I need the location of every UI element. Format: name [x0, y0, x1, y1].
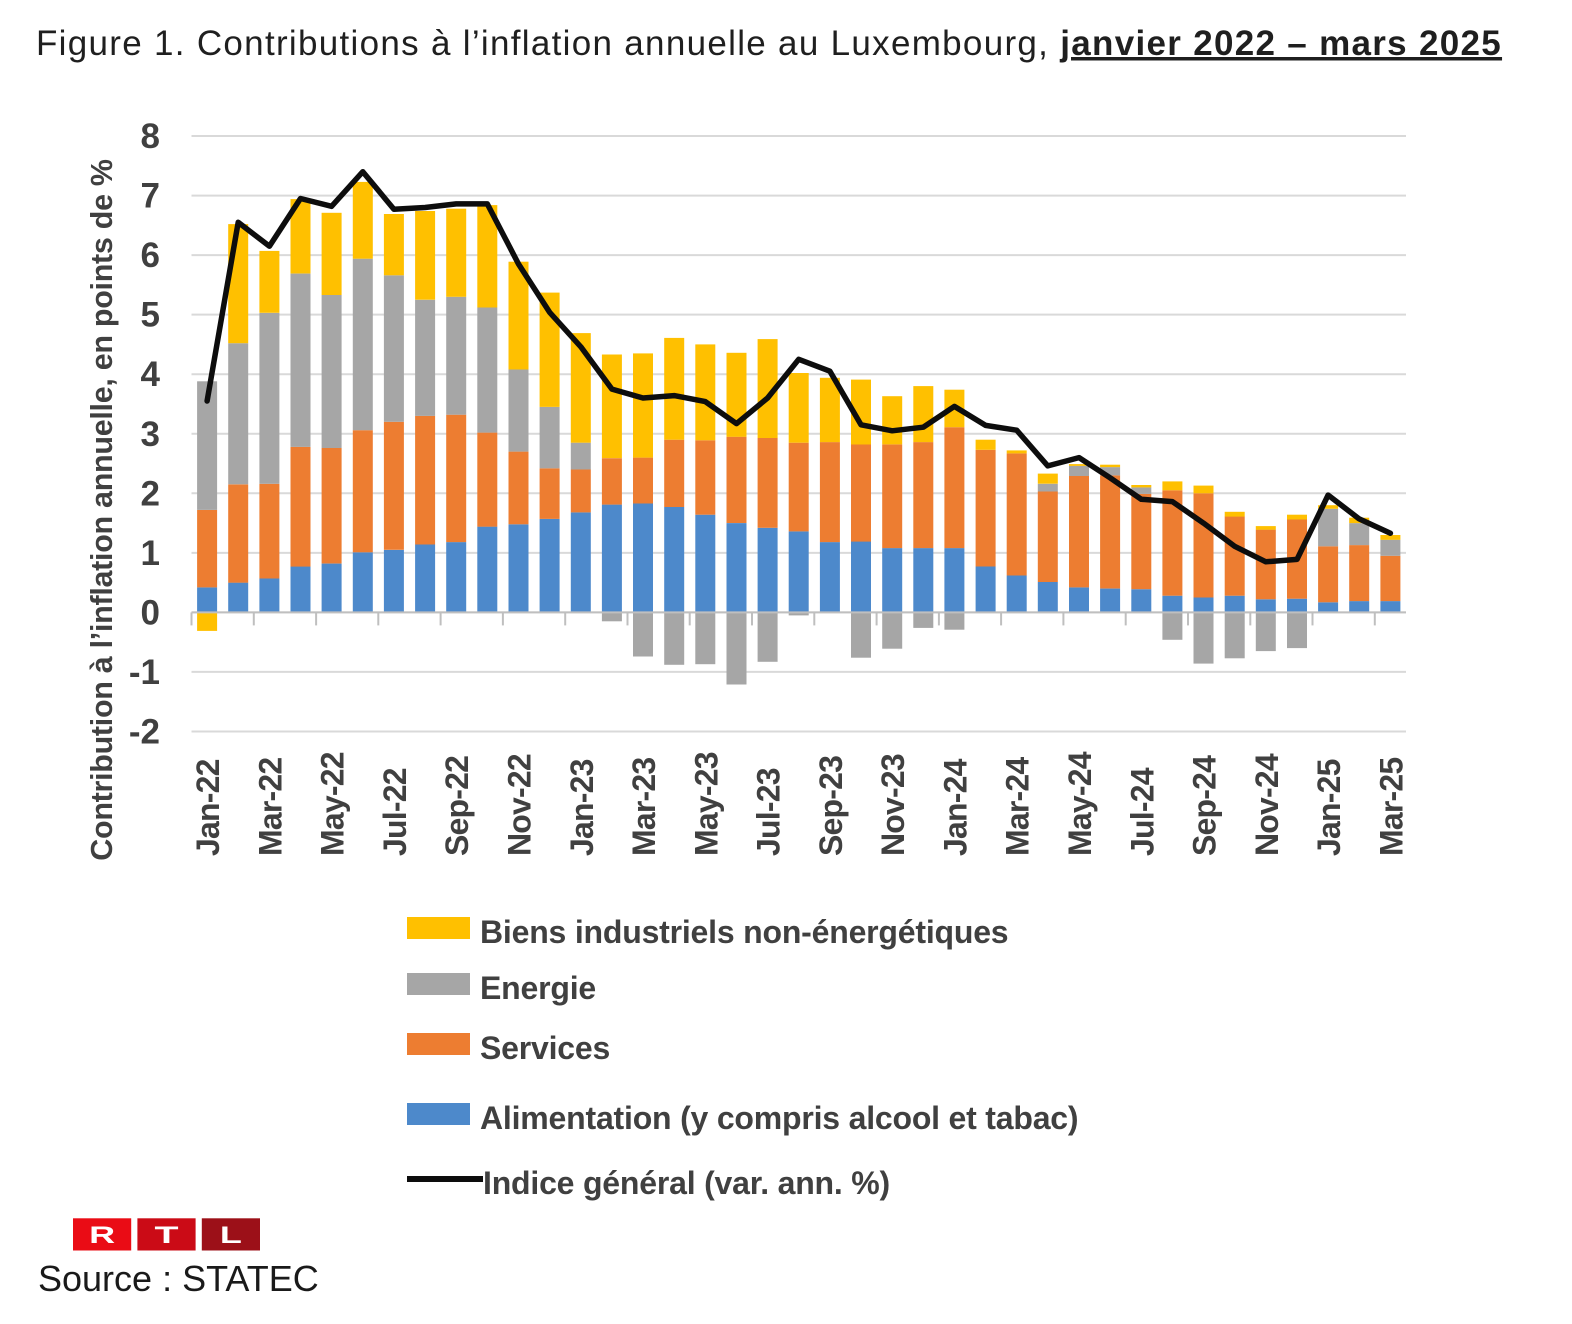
svg-text:May-24: May-24: [1062, 751, 1098, 856]
svg-text:Alimentation (y compris alcool: Alimentation (y compris alcool et tabac): [480, 1100, 1078, 1136]
svg-text:Indice général (var. ann. %): Indice général (var. ann. %): [483, 1165, 890, 1201]
svg-text:2: 2: [141, 474, 160, 513]
svg-text:R: R: [89, 1222, 115, 1249]
svg-text:Sep-23: Sep-23: [813, 756, 849, 856]
svg-text:Biens industriels non-énergéti: Biens industriels non-énergétiques: [480, 914, 1008, 950]
svg-text:0: 0: [141, 593, 160, 632]
svg-text:Sep-24: Sep-24: [1187, 755, 1223, 856]
svg-text:Jul-23: Jul-23: [751, 768, 787, 856]
svg-text:6: 6: [141, 236, 160, 275]
svg-text:4: 4: [141, 355, 161, 394]
svg-text:5: 5: [141, 296, 160, 335]
svg-text:7: 7: [141, 177, 160, 216]
svg-text:Nov-23: Nov-23: [875, 754, 911, 856]
svg-text:Source : STATEC: Source : STATEC: [38, 1258, 319, 1299]
svg-text:L: L: [220, 1222, 242, 1249]
svg-text:Jul-22: Jul-22: [377, 768, 413, 856]
svg-text:Mar-24: Mar-24: [1000, 757, 1036, 856]
svg-text:Mar-25: Mar-25: [1373, 758, 1409, 856]
svg-text:Mar-22: Mar-22: [252, 758, 288, 856]
svg-text:-2: -2: [129, 713, 160, 752]
svg-text:Energie: Energie: [480, 970, 596, 1006]
svg-text:Jan-25: Jan-25: [1311, 759, 1347, 856]
svg-text:Nov-22: Nov-22: [502, 754, 538, 856]
svg-text:Jan-23: Jan-23: [564, 759, 600, 856]
svg-text:T: T: [155, 1222, 180, 1249]
svg-text:-1: -1: [129, 653, 160, 692]
svg-text:Mar-23: Mar-23: [626, 758, 662, 856]
svg-text:Jan-22: Jan-22: [190, 759, 226, 856]
svg-text:May-22: May-22: [315, 752, 351, 856]
svg-text:Services: Services: [480, 1030, 610, 1066]
svg-text:8: 8: [141, 117, 160, 156]
svg-text:1: 1: [141, 534, 160, 573]
svg-text:Sep-22: Sep-22: [439, 756, 475, 856]
svg-text:Nov-24: Nov-24: [1249, 753, 1285, 856]
svg-text:Figure 1. Contributions à l’in: Figure 1. Contributions à l’inflation an…: [36, 24, 1502, 63]
svg-text:Jan-24: Jan-24: [937, 758, 973, 856]
svg-text:3: 3: [141, 415, 160, 454]
svg-text:Contribution à l’inflation ann: Contribution à l’inflation annuelle, en …: [85, 159, 119, 861]
svg-text:Jul-24: Jul-24: [1124, 767, 1160, 856]
svg-text:May-23: May-23: [688, 752, 724, 856]
